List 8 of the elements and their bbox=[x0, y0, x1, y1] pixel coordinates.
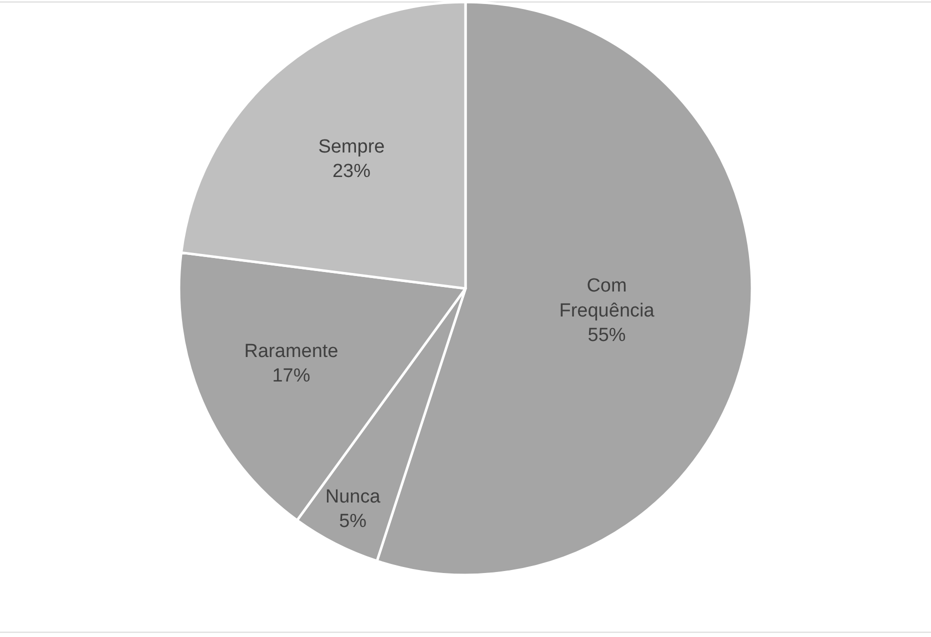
slice-label: Sempre bbox=[318, 136, 385, 158]
data-label: 5% bbox=[339, 511, 367, 532]
slice-label: Nunca bbox=[325, 486, 381, 508]
data-label: 17% bbox=[272, 366, 310, 387]
slice-label: Raramente bbox=[244, 341, 338, 362]
data-label: 55% bbox=[588, 325, 626, 346]
slice-label: Com Frequência bbox=[559, 276, 655, 322]
data-label: 23% bbox=[332, 160, 371, 182]
